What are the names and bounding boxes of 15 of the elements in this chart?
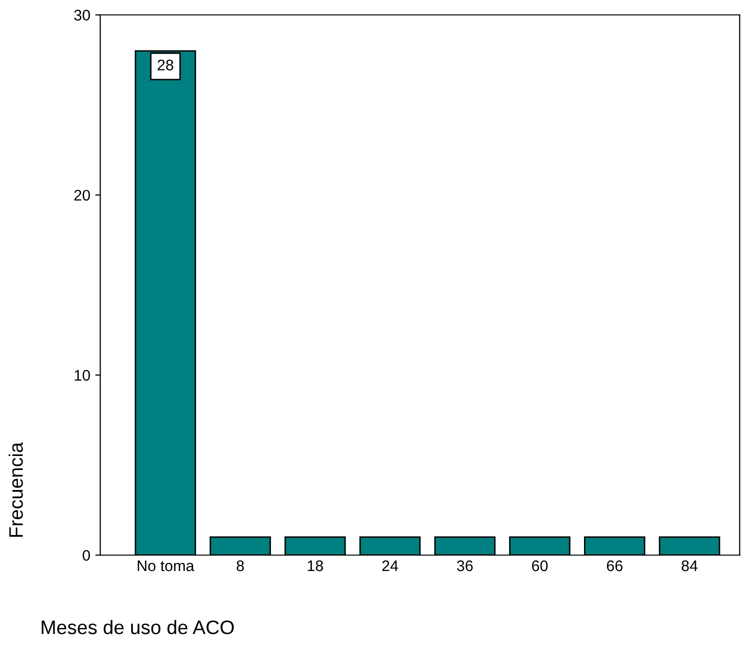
y-tick-label: 0 — [82, 550, 90, 561]
x-tick-label: 66 — [606, 560, 622, 572]
y-axis-title: Frecuencia — [8, 442, 23, 537]
y-tick-label: 10 — [74, 370, 90, 381]
x-axis-title: Meses de uso de ACO — [42, 620, 234, 634]
x-tick-label: 24 — [382, 560, 398, 572]
x-tick-label: 36 — [456, 560, 473, 572]
data-label: 28 — [158, 60, 174, 70]
x-tick-label: 84 — [682, 560, 698, 572]
y-tick-label: 30 — [74, 10, 90, 21]
x-tick-label: 60 — [532, 560, 548, 572]
y-tick-label: 20 — [74, 190, 90, 201]
x-tick-label: 18 — [308, 560, 323, 572]
x-tick-label: 8 — [236, 560, 244, 572]
x-tick-label: No toma — [138, 560, 194, 572]
